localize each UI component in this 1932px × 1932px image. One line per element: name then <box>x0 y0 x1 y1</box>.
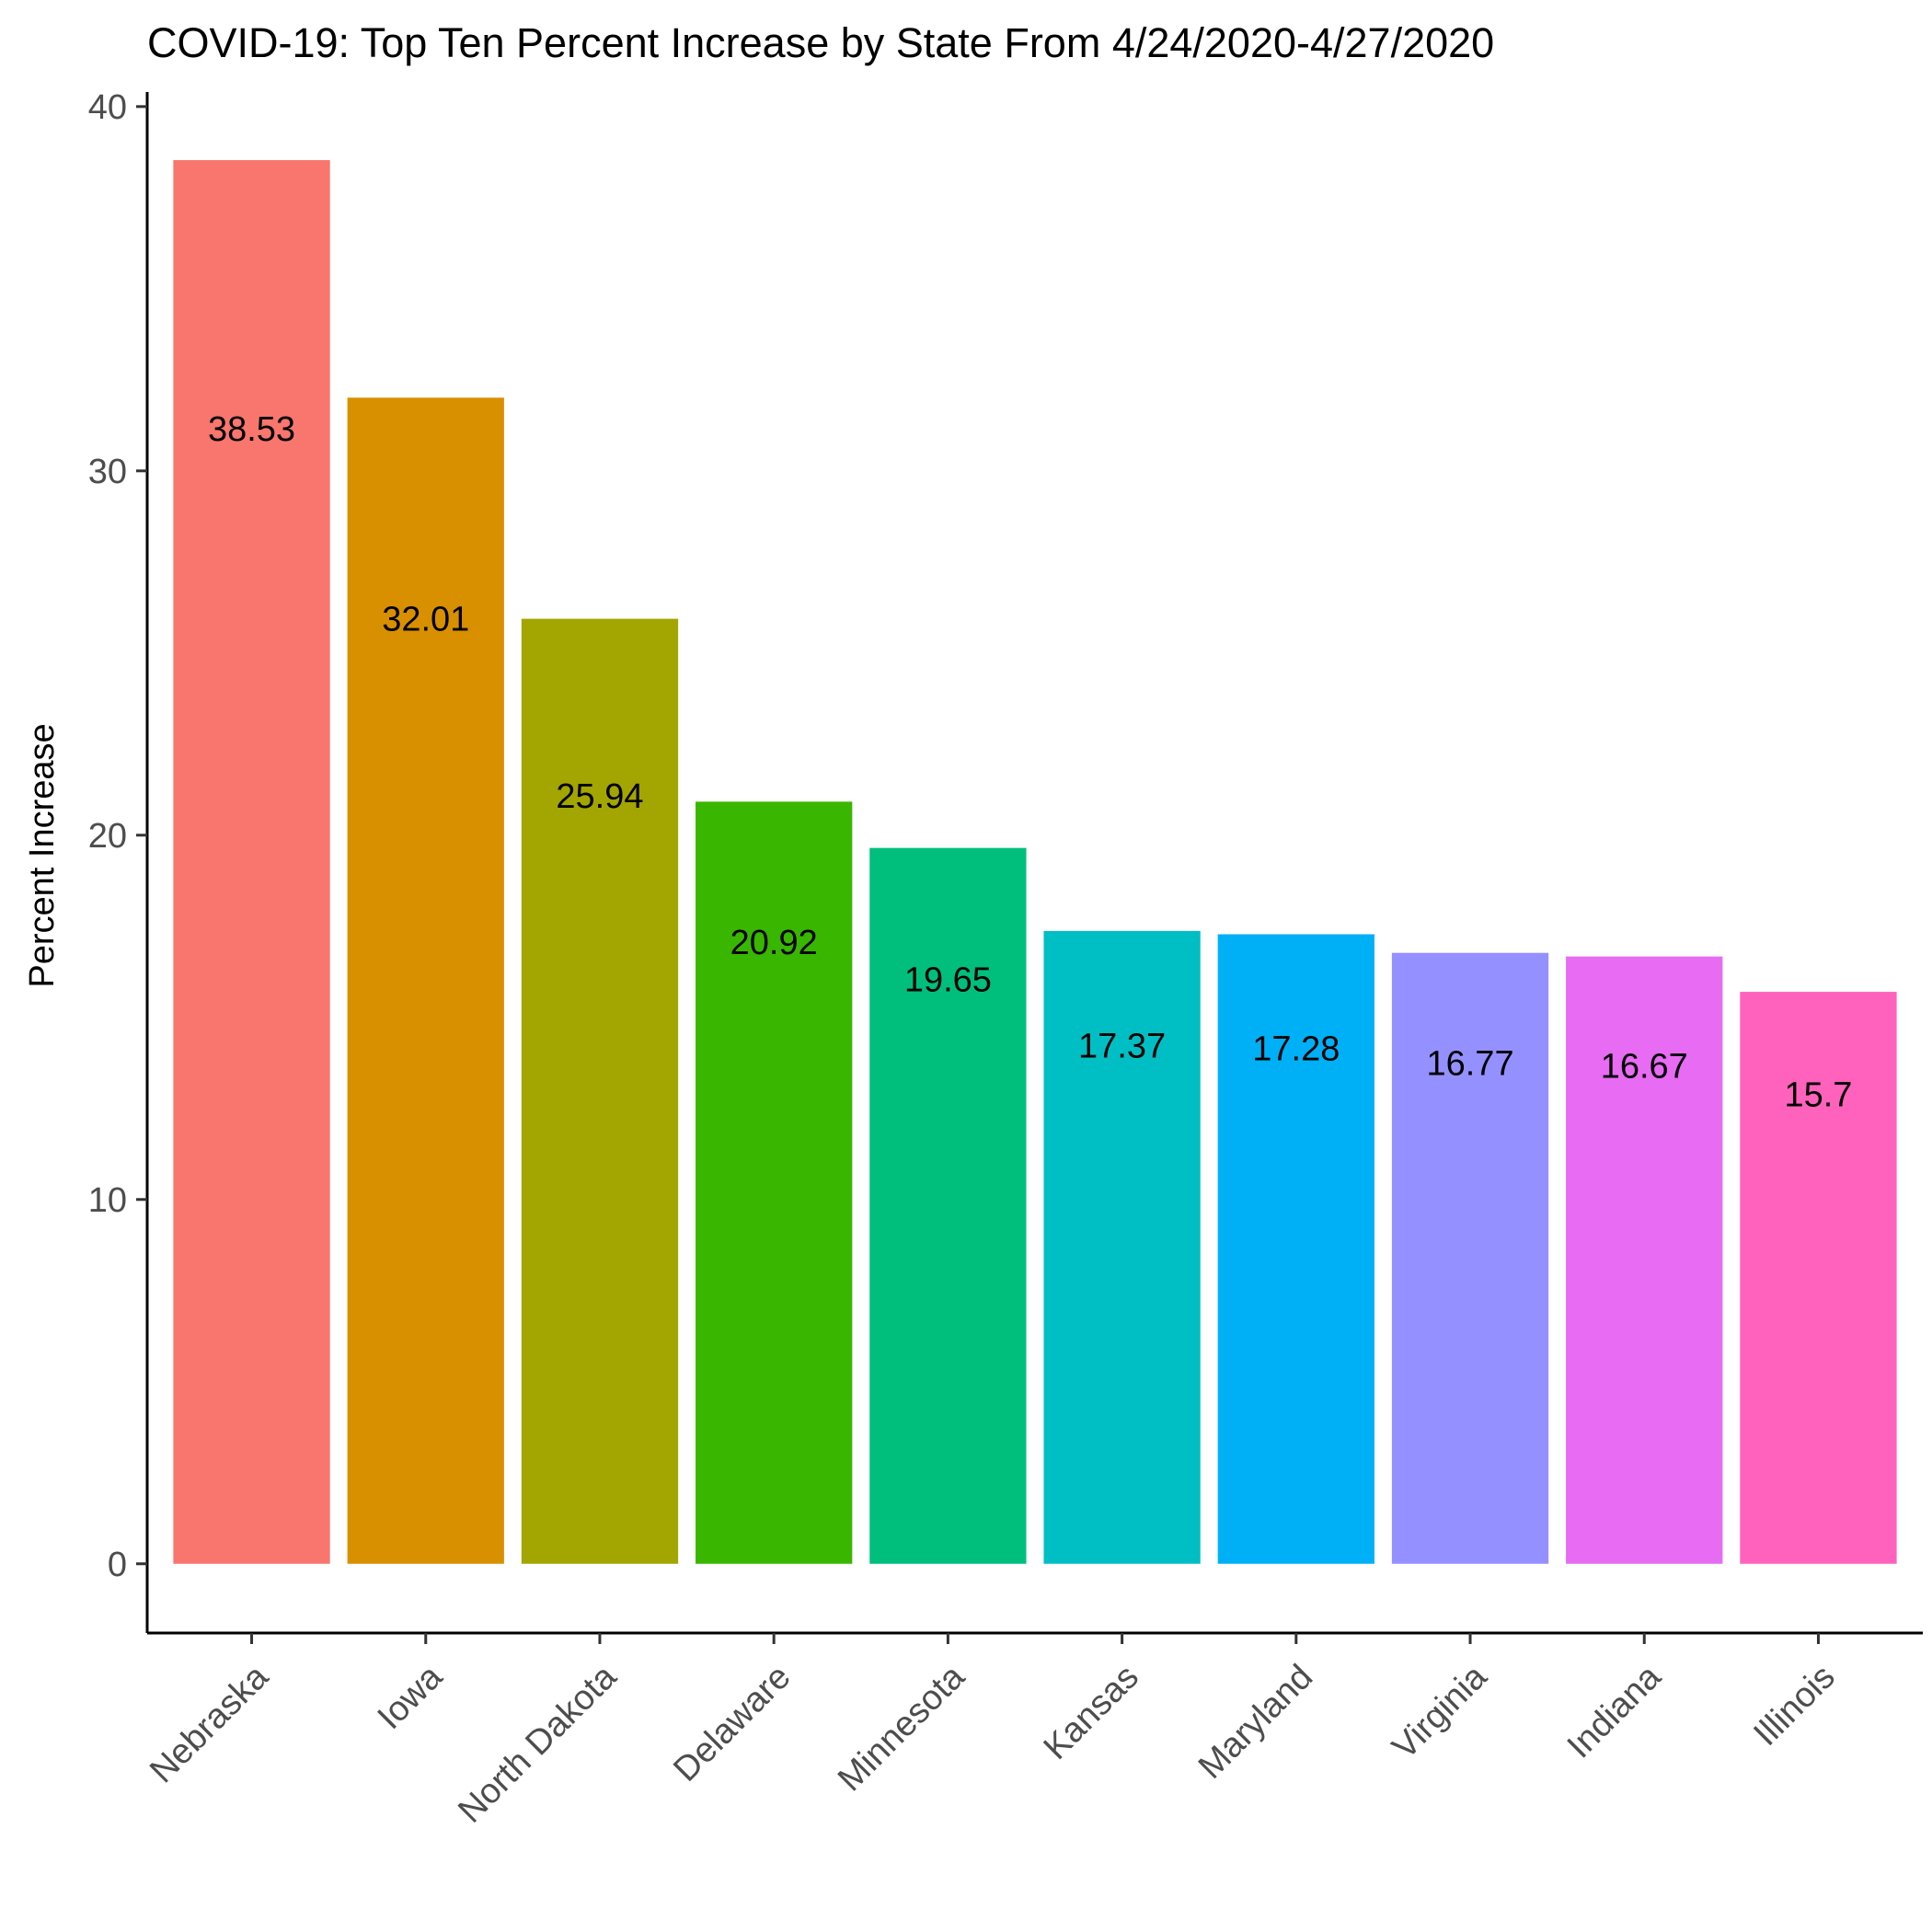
x-ticks-group: Nebraska Iowa North Dakota Delaware Minnesot… <box>143 1633 1843 1831</box>
data-label: 32.01 <box>382 601 469 639</box>
bar-north-dakota <box>521 618 679 1564</box>
bar-delaware <box>696 801 853 1564</box>
data-label: 15.7 <box>1784 1075 1852 1114</box>
bar-iowa <box>347 397 504 1564</box>
chart-title: COVID-19: Top Ten Percent Increase by St… <box>147 19 1494 66</box>
bar-kansas <box>1043 930 1201 1564</box>
x-tick-label: Iowa <box>371 1657 451 1737</box>
data-labels-group: 38.53 32.01 25.94 20.92 19.65 17.37 17.28 16.77… <box>208 410 1852 1114</box>
data-label: 25.94 <box>556 777 643 816</box>
bar-maryland <box>1217 934 1374 1564</box>
axes-group <box>145 92 1923 1635</box>
data-label: 16.67 <box>1601 1048 1688 1087</box>
bar-indiana <box>1566 956 1723 1564</box>
x-tick-label: Indiana <box>1560 1657 1669 1765</box>
y-axis-title: Percent Increase <box>23 723 62 987</box>
y-ticks-group: 0 10 20 30 40 <box>88 88 147 1584</box>
bar-minnesota <box>869 847 1027 1564</box>
data-label: 20.92 <box>730 924 818 962</box>
x-tick-label: Minnesota <box>831 1657 972 1799</box>
data-label: 17.28 <box>1252 1029 1340 1068</box>
y-tick-label: 0 <box>108 1546 127 1584</box>
x-tick-label: Maryland <box>1191 1658 1320 1787</box>
y-tick-label: 10 <box>88 1181 127 1220</box>
bar-illinois <box>1740 992 1897 1564</box>
x-tick-label: Nebraska <box>143 1657 276 1790</box>
bar-virginia <box>1391 952 1549 1564</box>
x-tick-label: Delaware <box>666 1658 798 1789</box>
x-tick-label: Illinois <box>1746 1658 1842 1754</box>
bar-nebraska <box>173 160 330 1564</box>
x-tick-label: North Dakota <box>451 1657 625 1831</box>
x-tick-label: Virginia <box>1386 1657 1495 1766</box>
data-label: 17.37 <box>1078 1028 1166 1066</box>
y-tick-label: 30 <box>88 453 127 491</box>
data-label: 19.65 <box>904 960 992 999</box>
y-tick-label: 40 <box>88 88 127 127</box>
x-tick-label: Kansas <box>1037 1658 1146 1767</box>
data-label: 38.53 <box>208 410 295 449</box>
data-label: 16.77 <box>1426 1045 1513 1084</box>
y-tick-label: 20 <box>88 817 127 856</box>
bars-group <box>173 160 1897 1564</box>
